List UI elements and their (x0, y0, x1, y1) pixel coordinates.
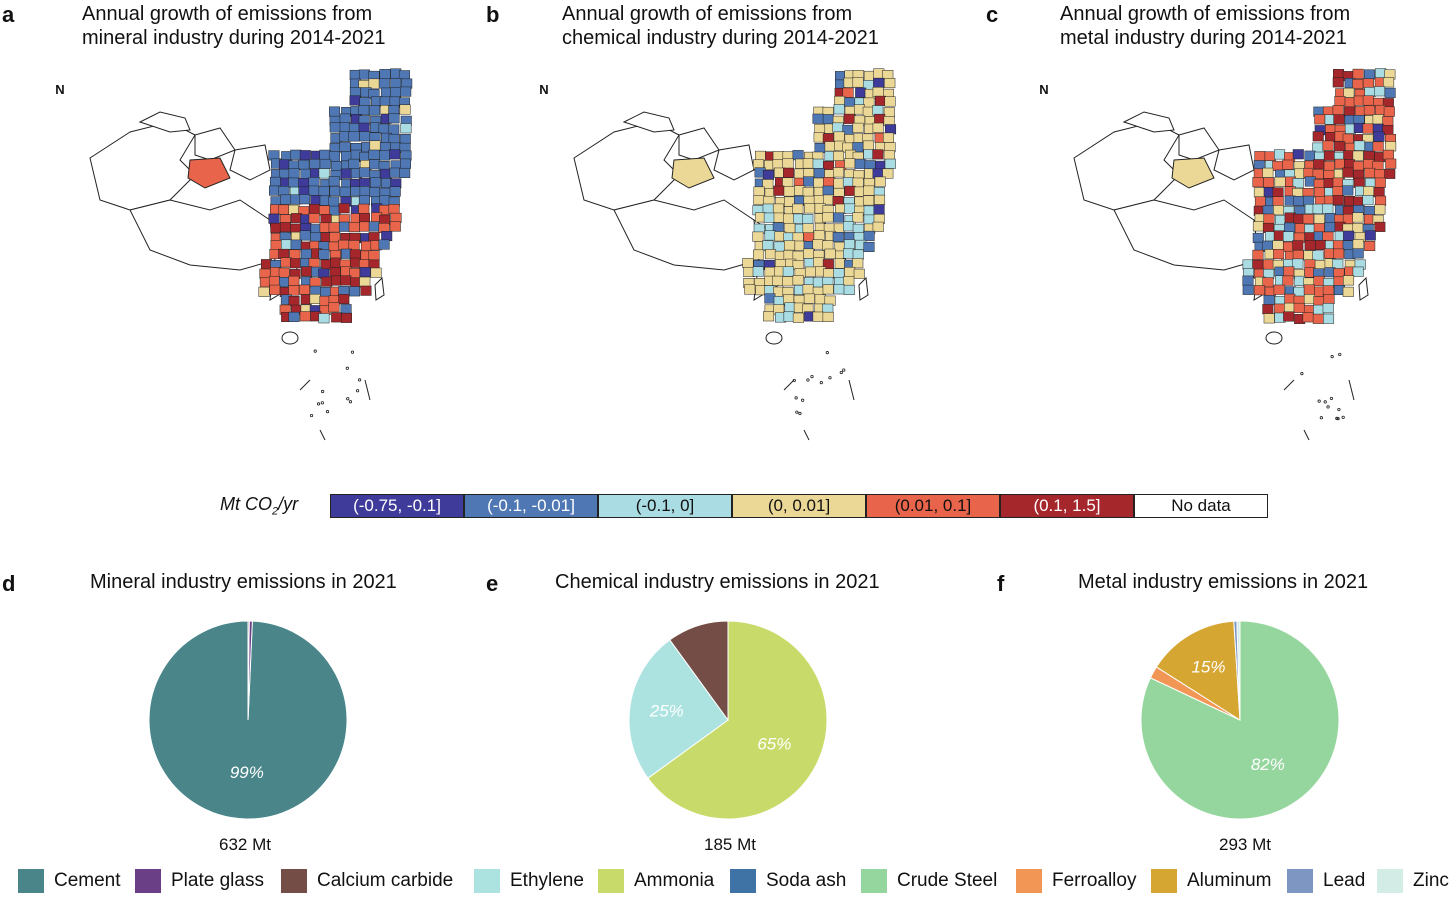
colorbar-bin: (-0.75, -0.1] (330, 494, 464, 518)
legend-item: Calcium carbide (281, 866, 453, 896)
pie-chart: 82% 15% (1140, 620, 1340, 820)
pie-slice (1155, 620, 1241, 721)
pie-slice (1236, 620, 1241, 721)
north-arrow-label: N (539, 82, 549, 97)
pie-slice-label: 99% (230, 763, 264, 782)
legend-label: Soda ash (766, 870, 847, 891)
legend-item: Lead (1287, 866, 1365, 896)
colorbar-bin: No data (1134, 494, 1268, 518)
legend-swatch (861, 869, 887, 893)
legend-swatch (281, 869, 307, 893)
legend-label: Cement (54, 870, 121, 891)
pie-total: 632 Mt (219, 835, 271, 854)
pie-slice-label: 25% (649, 701, 684, 720)
panel-letter: a (2, 2, 15, 27)
legend-swatch (730, 869, 756, 893)
legend-item: Crude Steel (861, 866, 997, 896)
category-legend: Cement Plate glass Calcium carbide Ethylene… (0, 866, 1456, 896)
colorbar-bin: (0.1, 1.5] (1000, 494, 1134, 518)
north-arrow-label: N (1039, 82, 1049, 97)
legend-item: Cement (18, 866, 121, 896)
colorbar-bin: (0, 0.01] (732, 494, 866, 518)
pie-title: Metal industry emissions in 2021 (1078, 571, 1369, 593)
legend-label: Ammonia (634, 870, 715, 891)
china-map-metal (1073, 68, 1397, 441)
legend-swatch (1016, 869, 1042, 893)
legend-swatch (474, 869, 500, 893)
legend-swatch (1377, 869, 1403, 893)
panel-letter: b (486, 2, 500, 27)
legend-label: Zinc (1413, 870, 1449, 891)
map-title: Annual growth of emissions from metal ind… (1060, 3, 1351, 49)
legend-item: Ferroalloy (1016, 866, 1136, 896)
pie-title: Chemical industry emissions in 2021 (555, 571, 880, 593)
pie-slice (247, 620, 250, 721)
pie-slice-label: 15% (1191, 658, 1225, 677)
panel-letter: f (997, 571, 1005, 596)
pie-title: Mineral industry emissions in 2021 (90, 571, 397, 593)
pie-chart: 99% (148, 620, 348, 820)
pie-total: 185 Mt (704, 835, 756, 854)
pie-slice-label: 65% (757, 735, 791, 754)
legend-swatch (598, 869, 624, 893)
legend-item: Plate glass (135, 866, 264, 896)
panel-letter: e (486, 571, 499, 596)
panel-letter: c (986, 2, 999, 27)
china-map-mineral (89, 68, 413, 441)
legend-item: Zinc (1377, 866, 1449, 896)
colorbar-bin: (-0.1, -0.01] (464, 494, 598, 518)
legend-label: Calcium carbide (317, 870, 454, 891)
pie-chart: 65% 25% (628, 620, 828, 820)
pie-slice (647, 620, 828, 820)
legend-label: Ethylene (510, 870, 584, 891)
pie-slice-label: 82% (1251, 755, 1285, 774)
legend-item: Aluminum (1151, 866, 1271, 896)
legend-item: Ethylene (474, 866, 584, 896)
legend-swatch (1151, 869, 1177, 893)
pie-total: 293 Mt (1219, 835, 1271, 854)
colorbar-bin: (0.01, 0.1] (866, 494, 1000, 518)
legend-label: Lead (1323, 870, 1366, 891)
legend-label: Plate glass (171, 870, 264, 891)
china-map-chemical (573, 68, 897, 441)
legend-label: Aluminum (1187, 870, 1272, 891)
pie-slice (669, 620, 729, 722)
colorbar-unit-label: Mt CO2/yr (220, 494, 299, 518)
legend-label: Crude Steel (897, 870, 998, 891)
legend-swatch (1287, 869, 1313, 893)
legend-item: Ammonia (598, 866, 714, 896)
map-title: Annual growth of emissions from chemical … (562, 3, 879, 49)
legend-item: Soda ash (730, 866, 846, 896)
map-title: Annual growth of emissions from mineral i… (82, 3, 386, 49)
panel-letter: d (2, 571, 16, 596)
north-arrow-label: N (55, 82, 65, 97)
legend-swatch (135, 869, 161, 893)
colorbar-bin: (-0.1, 0] (598, 494, 732, 518)
legend-swatch (18, 869, 44, 893)
pie-slice (628, 639, 729, 779)
legend-label: Ferroalloy (1052, 870, 1137, 891)
